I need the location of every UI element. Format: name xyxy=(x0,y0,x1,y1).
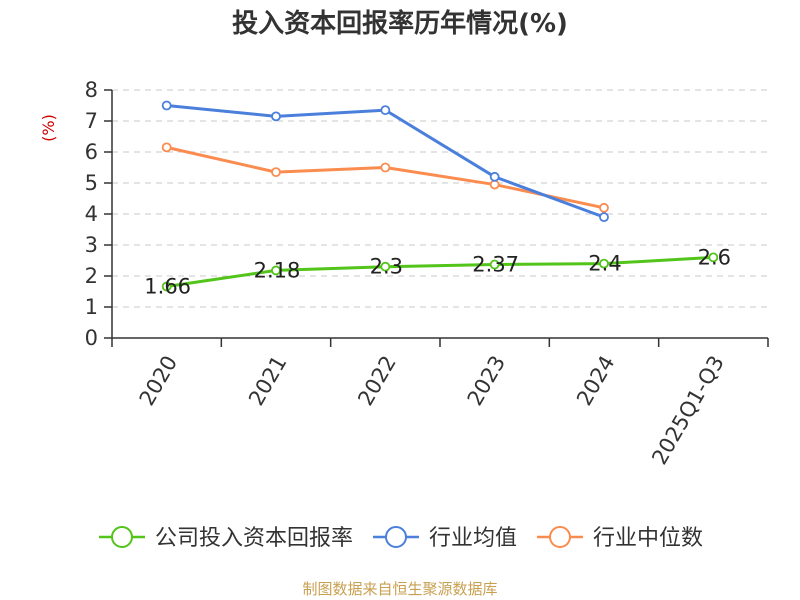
legend-item[interactable]: 行业中位数 xyxy=(537,526,703,551)
x-tick-label: 2020 xyxy=(135,352,183,410)
y-tick-label: 6 xyxy=(85,140,98,164)
legend-item[interactable]: 公司投入资本回报率 xyxy=(99,526,353,551)
x-tick-label: 2021 xyxy=(244,352,292,410)
x-tick-label: 2022 xyxy=(353,352,401,410)
data-point xyxy=(161,281,172,292)
legend-marker xyxy=(549,526,571,548)
data-label: 2.6 xyxy=(698,245,731,269)
legend-marker xyxy=(111,526,133,548)
data-label: 2.37 xyxy=(472,253,519,277)
data-point xyxy=(380,162,391,173)
data-labels: 1.66 2.18 2.3 2.37 2.4 2.6 xyxy=(144,245,731,298)
data-point xyxy=(599,202,609,213)
data-label: 2.3 xyxy=(370,255,403,279)
x-tick-label: 2024 xyxy=(572,352,620,410)
data-label: 1.66 xyxy=(144,275,191,299)
x-tick-label: 2025Q1-Q3 xyxy=(647,352,729,469)
x-tick-label: 2023 xyxy=(463,351,511,409)
source-attribution: 制图数据来自恒生聚源数据库 xyxy=(302,580,497,598)
data-point xyxy=(380,261,391,272)
data-point xyxy=(380,105,391,116)
y-tick-label: 3 xyxy=(85,233,98,257)
data-point xyxy=(161,142,172,153)
data-point xyxy=(271,167,281,178)
data-label: 2.18 xyxy=(254,258,301,282)
legend-label: 行业中位数 xyxy=(593,526,703,551)
y-axis-unit-label: (%) xyxy=(39,114,58,142)
data-point xyxy=(599,258,609,269)
legend: 公司投入资本回报率 行业均值 行业中位数 xyxy=(99,526,703,551)
chart-title: 投入资本回报率历年情况(%) xyxy=(232,8,568,39)
data-point xyxy=(489,179,500,190)
data-point xyxy=(708,252,719,263)
data-point xyxy=(599,212,609,223)
grid-lines xyxy=(112,89,768,308)
series-lines xyxy=(161,100,719,292)
legend-label: 公司投入资本回报率 xyxy=(155,526,353,551)
data-point xyxy=(489,259,500,270)
y-tick-label: 0 xyxy=(85,326,98,350)
series-line xyxy=(166,145,605,210)
legend-label: 行业均值 xyxy=(429,526,517,551)
legend-item[interactable]: 行业均值 xyxy=(373,526,517,551)
legend-marker xyxy=(385,526,407,548)
y-tick-label: 4 xyxy=(85,202,98,226)
y-tick-label: 5 xyxy=(85,171,98,195)
data-point xyxy=(489,171,500,182)
data-point xyxy=(271,111,281,122)
data-label: 2.4 xyxy=(588,252,621,276)
y-tick-label: 7 xyxy=(85,109,98,133)
data-point xyxy=(161,100,172,111)
data-point xyxy=(271,265,281,276)
y-tick-label: 2 xyxy=(85,264,98,288)
y-tick-label: 8 xyxy=(85,78,98,102)
series-line xyxy=(166,255,714,289)
y-tick-label: 1 xyxy=(85,295,98,319)
